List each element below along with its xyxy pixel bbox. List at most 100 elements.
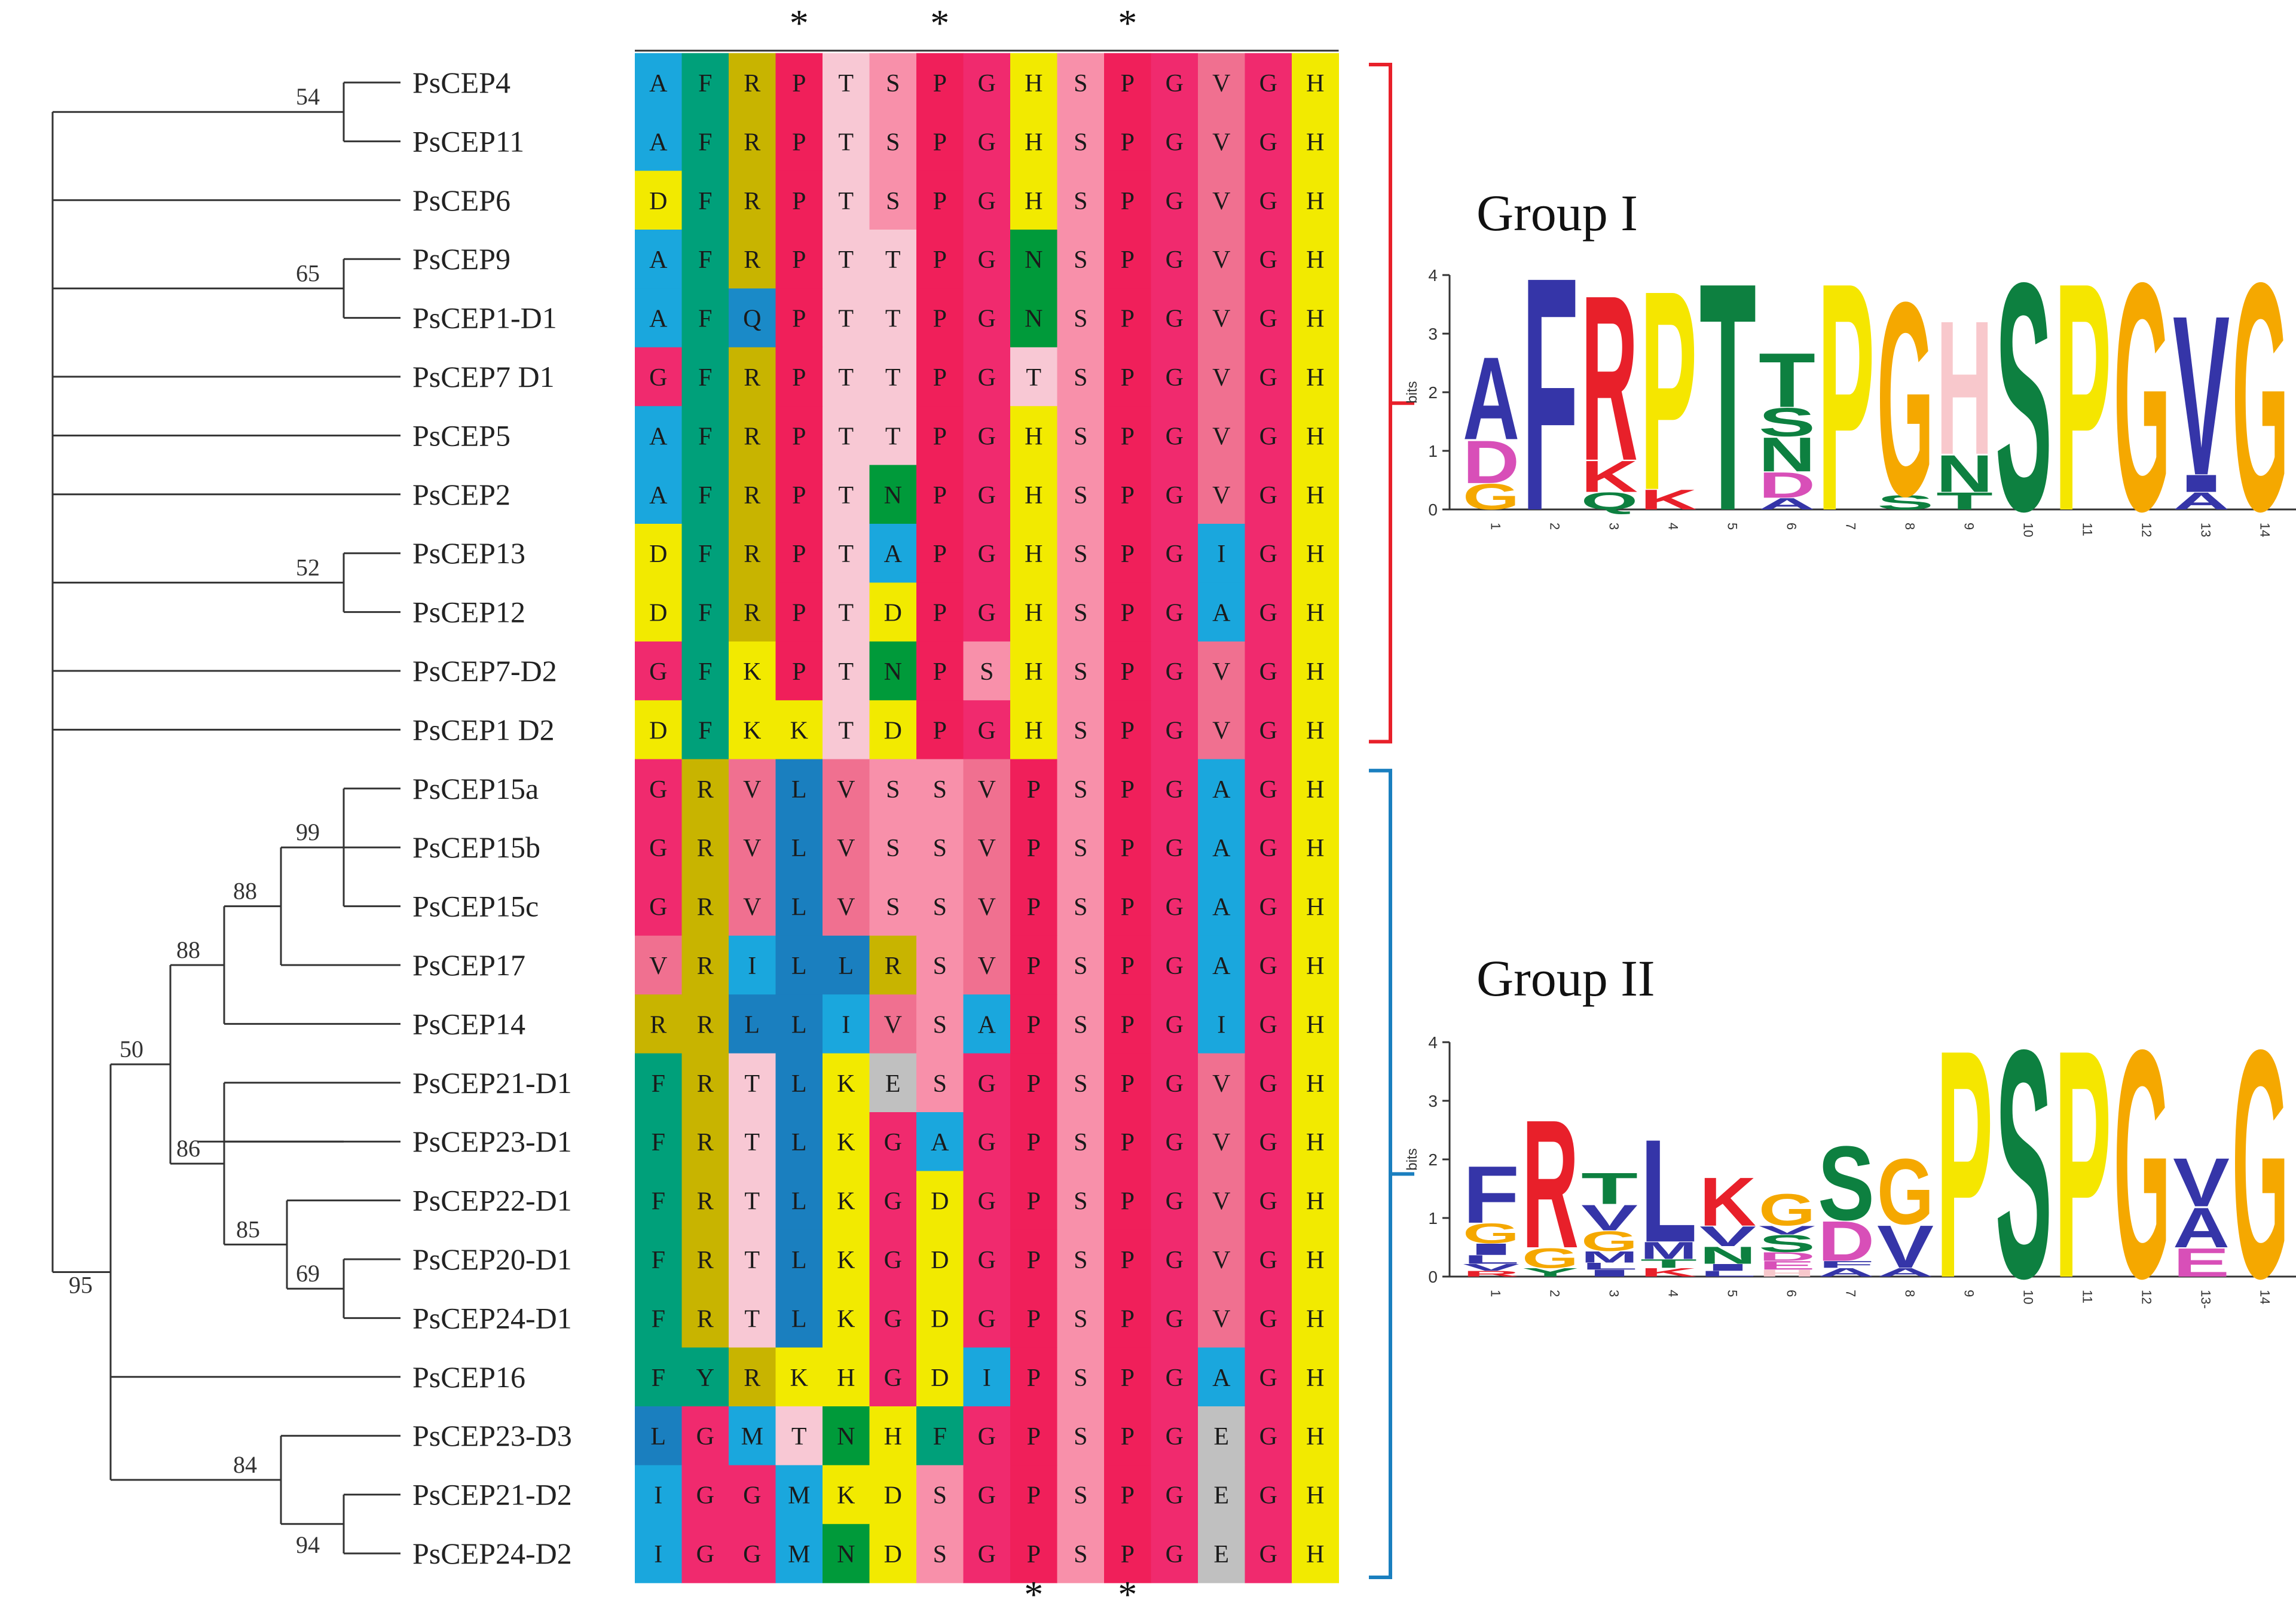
- alignment-residue: T: [838, 70, 854, 97]
- group-bracket: [1369, 768, 1392, 1579]
- taxon-label: PsCEP9: [412, 242, 510, 276]
- alignment-cell: [916, 582, 964, 642]
- logo-letter-M: M: [1640, 1237, 1697, 1264]
- alignment-residue: S: [933, 1541, 947, 1568]
- alignment-residue: L: [791, 1305, 807, 1333]
- alignment-cell: [729, 524, 776, 583]
- logo-letter-F: F: [1522, 207, 1579, 581]
- alignment-cell: [916, 1406, 964, 1466]
- alignment-residue: T: [885, 364, 901, 392]
- alignment-residue: G: [696, 1482, 714, 1510]
- logo-letter-S: S: [1995, 215, 2052, 579]
- alignment-residue: G: [1259, 717, 1277, 744]
- alignment-cell: [1245, 994, 1292, 1054]
- alignment-cell: [1010, 288, 1057, 348]
- alignment-residue: G: [1166, 70, 1184, 97]
- taxon-label: PsCEP21-D2: [412, 1478, 572, 1512]
- alignment-residue: G: [978, 188, 996, 215]
- alignment-cell: [1057, 1171, 1105, 1231]
- logo-letter-P: P: [2055, 215, 2111, 579]
- alignment-residue: F: [698, 364, 712, 392]
- group-title: Group II: [1476, 950, 1655, 1007]
- alignment-cell: [681, 1524, 729, 1583]
- alignment-residue: T: [838, 541, 854, 568]
- alignment-residue: K: [837, 1188, 855, 1216]
- alignment-cell: [681, 465, 729, 524]
- alignment-cell: [916, 935, 964, 995]
- logo-letter-L: L: [1581, 1261, 1638, 1272]
- alignment-residue: G: [1259, 1011, 1277, 1039]
- alignment-residue: G: [1259, 1247, 1277, 1274]
- alignment-residue: G: [1259, 1129, 1277, 1156]
- alignment-cell: [775, 818, 823, 877]
- logo-letter-G: G: [1877, 1139, 1934, 1244]
- alignment-residue: S: [933, 953, 947, 980]
- alignment-cell: [635, 406, 682, 466]
- alignment-cell: [1245, 230, 1292, 289]
- alignment-cell: [963, 1053, 1011, 1113]
- alignment-cell: [1104, 994, 1151, 1054]
- alignment-residue: P: [792, 306, 806, 333]
- alignment-residue: R: [697, 953, 714, 980]
- alignment-residue: P: [933, 306, 947, 333]
- alignment-residue: D: [884, 1482, 902, 1510]
- alignment-cell: [1057, 994, 1105, 1054]
- alignment-cell: [729, 1347, 776, 1407]
- alignment-cell: [1151, 818, 1199, 877]
- alignment-residue: R: [744, 129, 760, 156]
- logo-letter-A: A: [1818, 1266, 1875, 1280]
- alignment-cell: [1010, 347, 1057, 407]
- alignment-residue: H: [1306, 129, 1324, 156]
- alignment-cell: [916, 1112, 964, 1171]
- alignment-residue: S: [1074, 188, 1087, 215]
- alignment-cell: [1245, 465, 1292, 524]
- alignment-residue: H: [1025, 717, 1042, 744]
- alignment-cell: [1104, 1053, 1151, 1113]
- logo-x-tick-label: 2: [1548, 523, 1563, 530]
- alignment-cell: [869, 1112, 917, 1171]
- logo-letter-V: V: [1759, 1223, 1815, 1237]
- logo-x-tick-label: 10: [2021, 523, 2036, 537]
- alignment-cell: [1245, 53, 1292, 112]
- alignment-cell: [1151, 230, 1199, 289]
- alignment-cell: [1151, 1406, 1199, 1466]
- alignment-cell: [729, 1524, 776, 1583]
- alignment-cell: [635, 53, 682, 112]
- alignment-cell: [823, 1229, 870, 1289]
- alignment-cell: [1010, 1406, 1057, 1466]
- alignment-residue: F: [698, 600, 712, 627]
- alignment-residue: P: [792, 541, 806, 568]
- logo-x-tick-label: 8: [1903, 523, 1918, 530]
- alignment-cell: [729, 1465, 776, 1525]
- alignment-cell: [1151, 877, 1199, 936]
- alignment-residue: H: [837, 1364, 855, 1392]
- sequence-alignment: A F R P T S P G H S P G V G HA F R P T S P G H S P G V G HD F R P T S P G H S…: [635, 2, 1339, 1616]
- alignment-cell: [963, 465, 1011, 524]
- alignment-residue: G: [1259, 1364, 1277, 1392]
- alignment-cell: [1057, 1289, 1105, 1348]
- alignment-cell: [869, 524, 917, 583]
- alignment-residue: P: [1121, 776, 1135, 804]
- alignment-residue: V: [978, 953, 996, 980]
- conserved-asterisk: *: [790, 2, 809, 44]
- alignment-cell: [1198, 53, 1245, 112]
- alignment-cell: [1151, 641, 1199, 701]
- logo-x-tick-label: 13: [2199, 523, 2214, 537]
- alignment-cell: [775, 1347, 823, 1407]
- alignment-residue: S: [1074, 1482, 1087, 1510]
- alignment-residue: R: [744, 541, 760, 568]
- taxon-label: PsCEP21-D1: [412, 1066, 572, 1100]
- logo-x-tick-label: 14: [2258, 1290, 2273, 1304]
- alignment-residue: S: [886, 129, 900, 156]
- alignment-cell: [1057, 759, 1105, 819]
- alignment-residue: G: [1259, 364, 1277, 392]
- alignment-cell: [1151, 524, 1199, 583]
- logo-letter-A: A: [1759, 494, 1815, 512]
- logo-x-tick-label: 1: [1488, 1290, 1503, 1297]
- alignment-cell: [1151, 170, 1199, 230]
- alignment-cell: [1057, 877, 1105, 936]
- alignment-cell: [1245, 1524, 1292, 1583]
- alignment-cell: [963, 347, 1011, 407]
- alignment-residue: P: [792, 423, 806, 450]
